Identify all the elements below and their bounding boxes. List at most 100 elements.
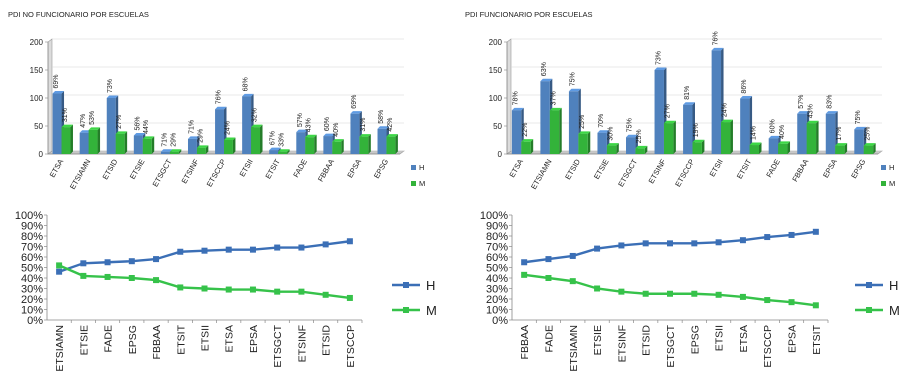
data-label: 43% xyxy=(807,104,814,118)
bar-side xyxy=(287,149,290,154)
bar-top xyxy=(142,136,155,139)
bar-side xyxy=(787,141,791,154)
data-point xyxy=(104,259,111,266)
data-label: 57% xyxy=(297,113,304,127)
data-point xyxy=(104,273,111,280)
bar xyxy=(106,98,116,154)
data-point xyxy=(715,291,722,298)
y-tick-label: 30% xyxy=(21,284,43,296)
data-label: 24% xyxy=(224,121,231,135)
legend-label: H xyxy=(426,278,435,293)
data-point xyxy=(322,291,329,298)
x-tick-label: FADE xyxy=(291,158,309,179)
x-tick-label: ETSIAMN xyxy=(54,325,66,372)
y-tick-label: 40% xyxy=(486,273,508,285)
bar xyxy=(386,136,396,154)
data-point xyxy=(274,244,281,251)
bar xyxy=(711,50,722,154)
data-point xyxy=(667,240,673,247)
y-tick-label: 200 xyxy=(489,38,503,47)
bar xyxy=(142,138,152,154)
bar-side xyxy=(587,131,591,154)
legend-label: M xyxy=(419,179,425,188)
bar xyxy=(825,113,836,154)
data-point xyxy=(249,286,256,293)
y-tick-label: 150 xyxy=(30,66,44,75)
y-tick-label: 0% xyxy=(27,315,43,327)
data-label: 33% xyxy=(279,133,286,147)
bar-side xyxy=(314,134,317,154)
bar-top xyxy=(115,131,128,134)
data-point xyxy=(80,272,87,279)
bar-side xyxy=(97,127,101,154)
bar-top xyxy=(215,106,227,110)
data-point xyxy=(346,294,353,301)
bar-side xyxy=(644,145,648,154)
x-tick-label: FBBAA xyxy=(790,158,810,184)
data-point xyxy=(128,258,135,265)
data-point xyxy=(764,234,771,241)
bar-side xyxy=(816,120,819,154)
bar-side xyxy=(341,139,344,154)
bar-top xyxy=(692,139,705,143)
x-tick-label: EPSG xyxy=(849,157,867,180)
x-tick-label: ETSCCP xyxy=(345,325,357,368)
bar-side xyxy=(70,124,73,154)
bar-top xyxy=(296,129,308,133)
legend-marker xyxy=(866,282,872,288)
x-tick-label: ETSINF xyxy=(180,157,201,185)
data-label: 75% xyxy=(855,110,862,124)
x-tick-label: EPSA xyxy=(345,158,363,180)
data-point xyxy=(521,259,528,266)
bar-side xyxy=(835,111,838,154)
x-tick-label: ETSGCT xyxy=(272,324,284,367)
data-point xyxy=(225,286,232,293)
x-tick-label: FBBAA xyxy=(151,325,163,359)
series-line xyxy=(58,240,351,273)
bar-chart-1: PDI NO FUNCIONARIO POR ESCUELAS 0 50 100 150… xyxy=(8,10,425,191)
x-tick-label: EPSA xyxy=(787,325,799,353)
bar-side xyxy=(530,139,534,154)
data-point xyxy=(715,239,722,246)
data-label: 57% xyxy=(798,95,805,109)
data-label: 24% xyxy=(722,103,729,117)
data-label: 14% xyxy=(750,126,757,140)
data-label: 76% xyxy=(712,31,719,45)
bar xyxy=(740,98,750,154)
bar xyxy=(377,128,387,154)
bar-top xyxy=(606,143,619,146)
bar xyxy=(359,136,369,154)
x-tick-label: ETSA xyxy=(507,158,525,179)
data-point xyxy=(812,302,819,309)
data-label: 31% xyxy=(360,118,367,132)
legend-swatch xyxy=(881,181,886,186)
bar xyxy=(323,136,333,154)
bar xyxy=(251,127,261,154)
bar xyxy=(61,127,71,154)
data-point xyxy=(788,299,795,306)
bar-top xyxy=(269,147,281,151)
data-label: 60% xyxy=(324,117,331,131)
data-label: 25% xyxy=(636,129,643,143)
bar-side xyxy=(260,124,263,154)
bar xyxy=(597,132,607,154)
x-tick-label: FBBAA xyxy=(316,158,336,184)
data-label: 25% xyxy=(579,115,586,129)
y-tick-label: 150 xyxy=(489,66,503,75)
x-tick-label: ETSA xyxy=(738,325,750,352)
bar-side xyxy=(178,149,182,154)
bar-top xyxy=(721,119,733,123)
data-label: 83% xyxy=(826,95,833,109)
bar-top xyxy=(332,139,344,142)
y-tick-label: 200 xyxy=(30,38,44,47)
bar-side xyxy=(205,145,209,154)
chart-title: PDI NO FUNCIONARIO POR ESCUELAS xyxy=(8,10,149,19)
y-tick-label: 50% xyxy=(21,263,43,275)
x-tick-label: ETSII xyxy=(714,325,726,351)
data-label: 19% xyxy=(693,123,700,137)
y-tick-label: 20% xyxy=(21,294,43,306)
bar xyxy=(635,148,645,154)
bar-top xyxy=(377,126,389,129)
data-label: 86% xyxy=(741,80,748,94)
y-tick-label: 20% xyxy=(486,294,508,306)
